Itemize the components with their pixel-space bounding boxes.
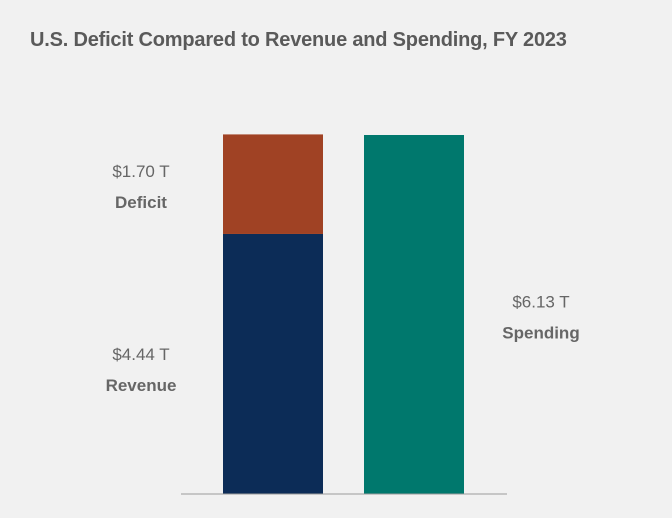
bar-revenue	[223, 233, 323, 495]
revenue-name-label: Revenue	[106, 376, 177, 395]
revenue-value-label: $4.44 T	[112, 345, 169, 364]
bar-deficit	[223, 134, 323, 234]
labels-group: $1.70 T Deficit $4.44 T Revenue $6.13 T Spend…	[106, 162, 580, 395]
deficit-name-label: Deficit	[115, 193, 167, 212]
bars-group	[223, 134, 464, 495]
deficit-value-label: $1.70 T	[112, 162, 169, 181]
spending-name-label: Spending	[502, 324, 579, 343]
chart-title: U.S. Deficit Compared to Revenue and Spe…	[30, 29, 567, 51]
bar-spending	[364, 135, 464, 494]
spending-value-label: $6.13 T	[512, 293, 569, 312]
